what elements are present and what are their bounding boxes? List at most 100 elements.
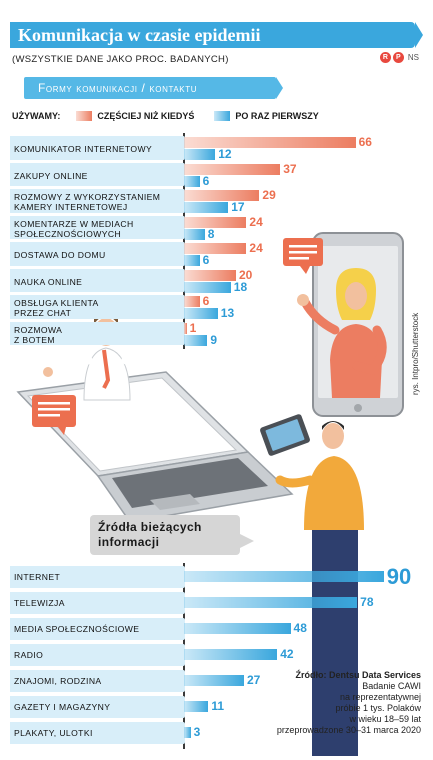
chart1-value-more-often: 24: [249, 241, 263, 255]
chart2-row-bg: [10, 592, 185, 614]
chart2-row-bg: [10, 696, 185, 718]
chart2-bar: [184, 649, 278, 660]
speech-bubble-icon: [283, 238, 323, 274]
chart1-bar-first-time: [184, 149, 216, 160]
chart1-bar-more-often: [184, 216, 247, 228]
legend-swatch-orange: [76, 111, 93, 121]
chart1-value-more-often: 29: [262, 188, 276, 202]
chart1-value-more-often: 20: [239, 267, 253, 282]
chart2-category-label: PLAKATY, ULOTKI: [14, 728, 93, 738]
title-bar-fold: [415, 22, 423, 48]
image-credit: rys. Intpro/Shutterstock: [411, 312, 420, 395]
chart1-row-bg: [10, 242, 185, 266]
legend: UŻYWAMY: CZĘŚCIEJ NIŻ KIEDYŚ PO RAZ PIER…: [12, 108, 417, 124]
legend-swatch-blue: [214, 111, 231, 121]
source-line-1: Badanie CAWI: [362, 681, 421, 691]
chart2-category-label: GAZETY I MAGAZYNY: [14, 702, 111, 712]
chart2-bar: [184, 701, 209, 712]
chart2-row-bg: [10, 644, 185, 666]
section-1-bar-fold: [276, 77, 283, 99]
chart1-value-first-time: 12: [218, 147, 232, 161]
chart1-value-more-often: 66: [358, 135, 372, 149]
chart1-value-first-time: 6: [202, 253, 210, 267]
chart1-bar-more-often: [184, 190, 260, 201]
chart2-row-bg: [10, 670, 185, 692]
logo-ns: NS: [407, 53, 419, 62]
chart2-bar: [184, 597, 358, 608]
section-2-title: Źródła bieżących informacji: [98, 520, 202, 549]
chart2-bar: [184, 571, 384, 582]
chart2-row-bg: [10, 618, 185, 640]
legend-item-blue: PO RAZ PIERWSZY: [214, 111, 319, 121]
chart1-row-bg: [10, 189, 185, 213]
chart-title: Komunikacja w czasie epidemii: [18, 25, 261, 45]
legend-text-orange: CZĘŚCIEJ NIŻ KIEDYŚ: [97, 111, 195, 121]
legend-label: UŻYWAMY:: [12, 111, 61, 121]
publisher-logo: R P NS: [379, 52, 419, 63]
chart2-value: 90: [386, 564, 412, 589]
chart1-value-first-time: 6: [202, 173, 210, 188]
chat-bubble-icon: [32, 395, 76, 435]
tablet-man-figure-icon: [260, 414, 364, 756]
woman-figure-icon: [297, 268, 387, 398]
chart1-value-first-time: 13: [220, 306, 235, 320]
chart1-row-bg: [10, 162, 185, 186]
chart1-bar-more-often: [184, 296, 200, 307]
chart1-bar-first-time: [184, 228, 205, 240]
logo-p: P: [392, 52, 404, 63]
chart1-bar-more-often: [184, 322, 187, 334]
chart1-bar-first-time: [184, 175, 200, 187]
chart1-category-label: ROZMOWA Z BOTEM: [14, 324, 63, 345]
chart1-category-label: OBSŁUGA KLIENTA PRZEZ CHAT: [14, 298, 99, 318]
chart1-row-bg: [10, 136, 185, 160]
chart1-row-bg: [10, 215, 185, 239]
chart2-category-label: ZNAJOMI, RODZINA: [14, 676, 102, 686]
chart1-bar-first-time: [184, 334, 208, 346]
chart1-row-bg: [10, 295, 185, 319]
source-line-0: Źródło: Dentsu Data Services: [295, 670, 421, 680]
source-line-5: przeprowadzone 30–31 marca 2020: [276, 725, 421, 735]
chart1-row-bg: [10, 268, 185, 292]
chart1-value-first-time: 17: [231, 200, 245, 214]
chart1-bar-more-often: [184, 163, 281, 175]
chart2-bar: [184, 623, 291, 634]
chart1-value-more-often: 1: [189, 320, 197, 335]
chart2-category-label: INTERNET: [14, 572, 61, 582]
legend-text-blue: PO RAZ PIERWSZY: [235, 111, 319, 121]
source-line-4: w wieku 18–59 lat: [349, 714, 421, 724]
chart1-bar-first-time: [184, 255, 200, 266]
source-line-2: na reprezentatywnej: [339, 692, 421, 702]
chart2-value: 3: [193, 725, 201, 739]
chart2-value: 11: [211, 699, 225, 713]
chart2-value: 48: [293, 621, 307, 635]
chart2-category-label: MEDIA SPOŁECZNOŚCIOWE: [14, 624, 140, 634]
chart1-category-label: NAUKA ONLINE: [14, 276, 83, 287]
chart2-category-label: TELEWIZJA: [14, 598, 65, 608]
chart1-category-label: ROZMOWY Z WYKORZYSTANIEM KAMERY INTERNET…: [14, 192, 161, 212]
section-2-bubble-tail: [238, 533, 254, 549]
chart1-category-label: KOMENTARZE W MEDIACH SPOŁECZNOŚCIOWYCH: [14, 218, 134, 239]
chart2-value: 27: [246, 673, 261, 687]
chart2-bar: [184, 727, 191, 738]
section-1-bar: Formy komunikacji / kontaktu: [24, 77, 283, 99]
chart2-row-bg: [10, 566, 185, 588]
chart1-bar-first-time: [184, 281, 231, 293]
chart2-category-label: RADIO: [14, 650, 44, 660]
logo-r: R: [379, 52, 391, 63]
chart2-bar: [184, 675, 244, 686]
chart-subtitle: (WSZYSTKIE DANE JAKO PROC. BADANYCH): [12, 54, 229, 65]
legend-item-orange: CZĘŚCIEJ NIŻ KIEDYŚ: [76, 111, 194, 121]
title-bar: Komunikacja w czasie epidemii: [10, 22, 423, 48]
chart1-axis: [183, 133, 185, 349]
chart1-value-first-time: 9: [210, 332, 218, 347]
section-1-title: Formy komunikacji / kontaktu: [38, 81, 198, 95]
source-note: Źródło: Dentsu Data Services Badanie CAW…: [271, 670, 421, 736]
chart1-bar-first-time: [184, 308, 218, 319]
chart1-bar-first-time: [184, 202, 229, 213]
chart2-row-bg: [10, 722, 185, 744]
chart1-value-more-often: 6: [202, 294, 210, 308]
chart1-value-first-time: 18: [233, 279, 248, 294]
chart1-bar-more-often: [184, 137, 356, 148]
chart1-category-label: KOMUNIKATOR INTERNETOWY: [14, 144, 153, 154]
